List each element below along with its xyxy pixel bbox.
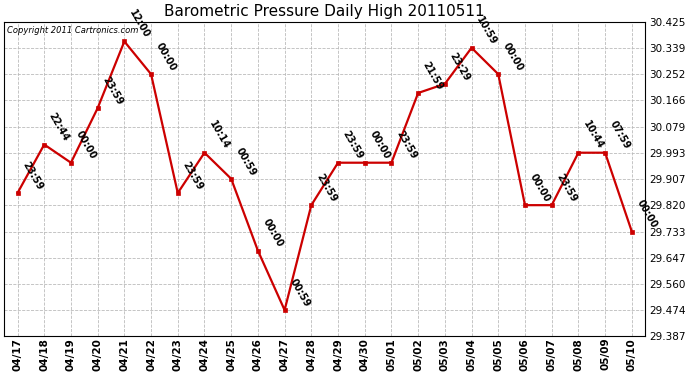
Text: 00:00: 00:00 xyxy=(368,129,392,161)
Text: 00:00: 00:00 xyxy=(501,41,525,73)
Text: 00:59: 00:59 xyxy=(234,146,258,177)
Text: 23:59: 23:59 xyxy=(20,160,44,192)
Text: 23:59: 23:59 xyxy=(341,129,365,161)
Text: 10:14: 10:14 xyxy=(207,120,231,152)
Text: 23:59: 23:59 xyxy=(101,75,125,107)
Text: 21:59: 21:59 xyxy=(421,60,445,92)
Text: 10:59: 10:59 xyxy=(474,15,498,46)
Text: 23:59: 23:59 xyxy=(314,172,338,204)
Text: Copyright 2011 Cartronics.com: Copyright 2011 Cartronics.com xyxy=(8,27,139,36)
Title: Barometric Pressure Daily High 20110511: Barometric Pressure Daily High 20110511 xyxy=(164,4,485,19)
Text: 23:59: 23:59 xyxy=(181,160,205,192)
Text: 00:00: 00:00 xyxy=(154,41,178,73)
Text: 12:00: 12:00 xyxy=(127,8,151,40)
Text: 23:59: 23:59 xyxy=(555,172,579,204)
Text: 00:00: 00:00 xyxy=(635,198,659,230)
Text: 00:00: 00:00 xyxy=(74,129,98,161)
Text: 23:29: 23:29 xyxy=(448,51,472,82)
Text: 00:00: 00:00 xyxy=(528,172,552,204)
Text: 00:59: 00:59 xyxy=(287,277,312,309)
Text: 22:44: 22:44 xyxy=(47,111,71,143)
Text: 07:59: 07:59 xyxy=(608,120,632,152)
Text: 23:59: 23:59 xyxy=(394,129,418,161)
Text: 00:00: 00:00 xyxy=(261,217,285,249)
Text: 10:44: 10:44 xyxy=(581,120,605,152)
